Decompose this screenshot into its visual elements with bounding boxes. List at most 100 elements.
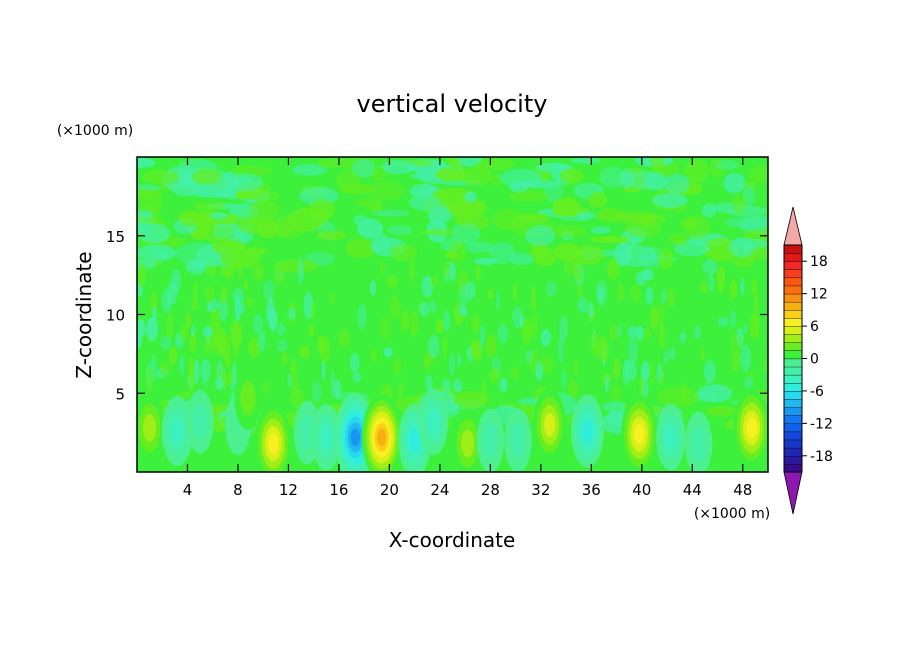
field-patch [220, 248, 261, 269]
field-patch [643, 328, 652, 339]
field-patch [137, 157, 156, 168]
field-patch [345, 238, 376, 259]
field-patch [329, 293, 335, 304]
field-patch [379, 260, 385, 276]
colorbar-swatch [783, 269, 803, 279]
field-patch [453, 390, 490, 409]
field-patch [661, 288, 667, 306]
field-patch [159, 360, 170, 377]
field-patch [541, 355, 553, 375]
field-patch [559, 315, 568, 341]
field-patch [748, 165, 768, 183]
field-patch [191, 299, 199, 311]
field-patch [729, 279, 738, 299]
field-patch [511, 367, 520, 379]
field-patch [525, 225, 556, 247]
field-patch [372, 209, 411, 217]
field-patch [389, 294, 400, 320]
field-patch [730, 309, 737, 328]
field-patch [723, 172, 746, 194]
x-tick-label: 16 [329, 481, 348, 499]
field-patch [680, 217, 698, 230]
field-patch [192, 168, 221, 185]
field-patch [290, 388, 305, 409]
field-patch [448, 353, 455, 377]
field-patch [334, 379, 341, 399]
velocity-cell [482, 423, 499, 458]
field-patch [369, 181, 405, 201]
colorbar-swatch [783, 358, 803, 368]
field-patch [435, 167, 467, 182]
field-patch [138, 223, 171, 244]
field-patch [521, 318, 533, 346]
field-patch [321, 358, 326, 381]
field-patch [244, 296, 255, 308]
field-patch [479, 324, 485, 349]
field-patch [253, 263, 264, 281]
field-patch [194, 202, 225, 211]
field-patch [409, 257, 415, 282]
velocity-cell [268, 433, 279, 454]
field-patch [545, 281, 557, 297]
field-patch [307, 323, 315, 337]
y-unit-label: (×1000 m) [57, 123, 133, 139]
field-patch [212, 237, 232, 255]
field-patch [443, 335, 448, 358]
field-patch [243, 279, 248, 291]
field-patch [352, 371, 362, 383]
colorbar-swatch [783, 342, 803, 352]
velocity-cell [427, 408, 440, 435]
field-patch [623, 186, 639, 194]
velocity-cell [409, 429, 421, 452]
field-patch [209, 308, 221, 332]
field-patch [509, 252, 534, 266]
field-patch [351, 159, 376, 178]
field-patch [298, 345, 311, 359]
field-patch [448, 262, 456, 282]
field-patch [202, 326, 213, 338]
field-patch [739, 344, 752, 372]
plot-area [137, 157, 768, 472]
field-patch [669, 232, 688, 246]
field-patch [669, 347, 676, 360]
velocity-cell [581, 419, 594, 443]
field-patch [273, 264, 285, 285]
field-patch [171, 268, 181, 294]
field-patch [146, 366, 154, 393]
velocity-cell [350, 428, 360, 447]
field-patch [588, 192, 608, 209]
colorbar-under-arrow [783, 471, 803, 515]
field-patch [214, 377, 225, 390]
field-patch [495, 290, 500, 311]
field-patch [179, 210, 202, 226]
field-patch [435, 319, 444, 333]
field-patch [142, 169, 179, 185]
field-patch [573, 244, 604, 265]
field-patch [193, 359, 200, 384]
y-tick-label: 5 [115, 385, 125, 403]
field-patch [617, 282, 624, 303]
field-patch [137, 209, 154, 218]
field-patch [397, 381, 404, 402]
field-patch [335, 171, 361, 191]
field-patch [443, 310, 451, 332]
field-patch [179, 355, 185, 375]
field-patch [207, 301, 212, 312]
field-patch [708, 273, 715, 292]
field-patch [570, 157, 601, 164]
field-patch [386, 225, 413, 236]
field-patch [423, 354, 430, 373]
field-patch [276, 323, 286, 337]
field-patch [235, 190, 252, 200]
colorbar-swatch [783, 277, 803, 287]
field-patch [349, 353, 360, 373]
field-patch [200, 358, 211, 381]
velocity-cell [320, 424, 333, 451]
field-patch [291, 164, 328, 176]
field-patch [743, 323, 749, 334]
field-patch [609, 323, 619, 341]
colorbar-tick-label: 12 [810, 287, 828, 303]
colorbar-swatch [783, 415, 803, 424]
y-tick-label: 15 [106, 228, 125, 246]
field-patch [732, 255, 756, 268]
